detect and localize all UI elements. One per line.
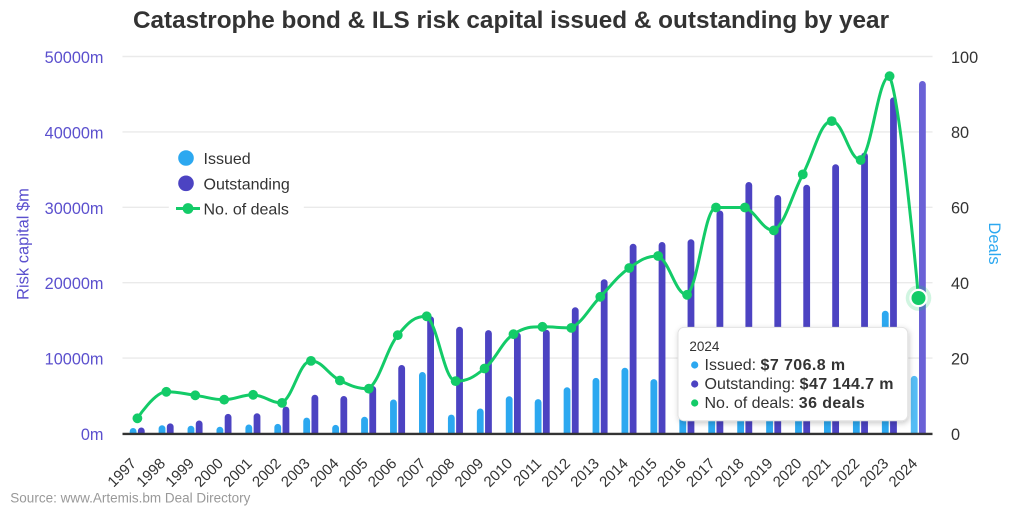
svg-text:0m: 0m [81, 426, 104, 444]
svg-text:30000m: 30000m [45, 200, 104, 218]
svg-text:Issued: $7 706.8 m: Issued: $7 706.8 m [705, 357, 846, 374]
svg-text:40: 40 [951, 275, 969, 293]
svg-text:Source: www.Artemis.bm Deal Di: Source: www.Artemis.bm Deal Directory [10, 491, 250, 506]
svg-text:10000m: 10000m [45, 351, 104, 369]
svg-text:2024: 2024 [689, 339, 720, 354]
svg-text:50000m: 50000m [45, 49, 104, 67]
svg-text:40000m: 40000m [45, 124, 104, 142]
svg-text:Outstanding: $47 144.7 m: Outstanding: $47 144.7 m [705, 376, 894, 393]
svg-text:No. of deals: 36 deals: No. of deals: 36 deals [705, 395, 866, 412]
svg-text:0: 0 [951, 426, 960, 444]
svg-text:Deals: Deals [985, 222, 1003, 264]
svg-text:Risk capital $m: Risk capital $m [15, 188, 33, 300]
svg-text:60: 60 [951, 200, 969, 218]
svg-text:No. of deals: No. of deals [204, 202, 289, 219]
svg-text:20: 20 [951, 350, 969, 368]
svg-text:Catastrophe bond & ILS risk ca: Catastrophe bond & ILS risk capital issu… [133, 7, 890, 34]
svg-text:Issued: Issued [204, 151, 251, 168]
svg-text:100: 100 [951, 49, 978, 67]
svg-text:80: 80 [951, 124, 969, 142]
svg-text:20000m: 20000m [45, 275, 104, 293]
svg-text:Outstanding: Outstanding [204, 176, 290, 193]
